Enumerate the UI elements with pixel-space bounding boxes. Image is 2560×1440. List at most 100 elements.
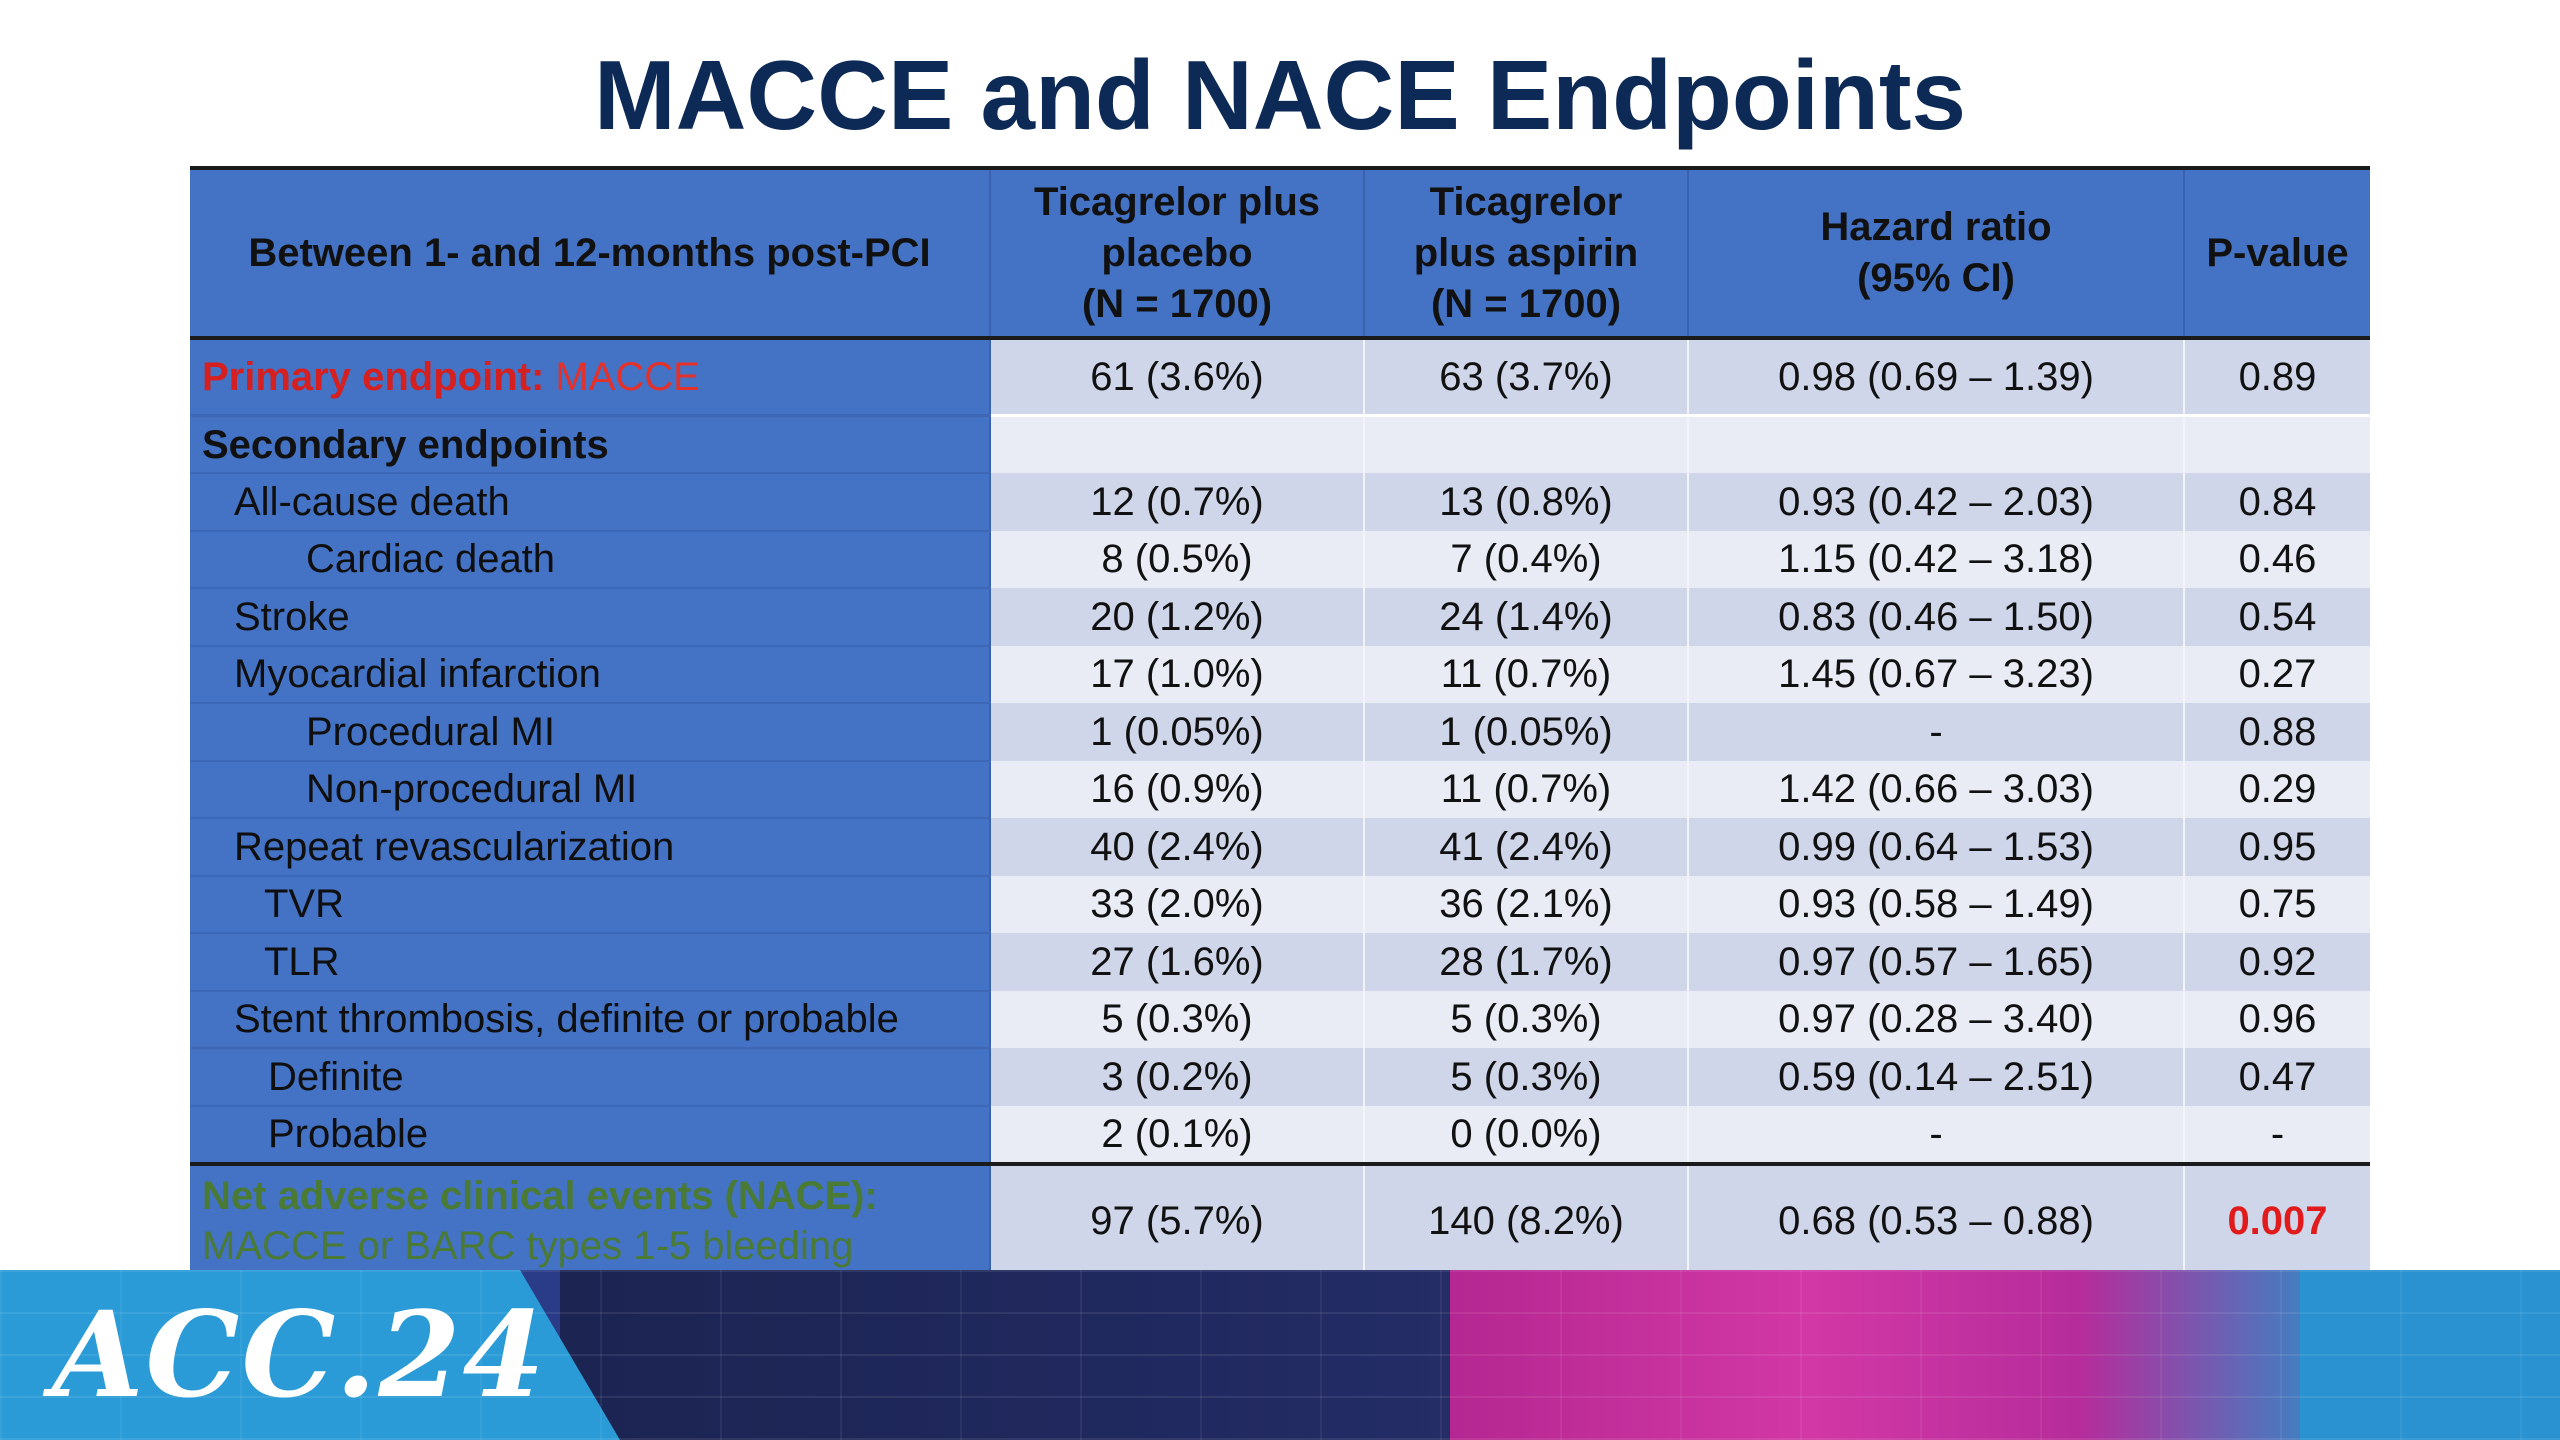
p-cell: 0.46	[2184, 530, 2370, 588]
empty-cell	[2184, 415, 2370, 473]
p-cell: 0.92	[2184, 933, 2370, 991]
nace-hr-cell: 0.68 (0.53 – 0.88)	[1688, 1162, 2185, 1278]
row-label: TVR	[190, 875, 991, 934]
table-row: TVR 33 (2.0%) 36 (2.1%) 0.93 (0.58 – 1.4…	[190, 875, 2370, 934]
table-row: TLR 27 (1.6%) 28 (1.7%) 0.97 (0.57 – 1.6…	[190, 933, 2370, 992]
banner-blue-left	[0, 1270, 620, 1440]
banner-blue-right	[2300, 1270, 2560, 1440]
header-period-text: Between 1- and 12-months post-PCI	[248, 230, 931, 275]
header-hr-line2: (95% CI)	[1857, 256, 2015, 300]
secondary-section-label: Secondary endpoints	[190, 415, 991, 474]
table-row: Stent thrombosis, definite or probable 5…	[190, 990, 2370, 1049]
hr-cell: 1.45 (0.67 – 3.23)	[1688, 645, 2185, 703]
p-cell: 0.75	[2184, 875, 2370, 933]
header-period: Between 1- and 12-months post-PCI	[190, 168, 991, 340]
header-p-value: P-value	[2184, 168, 2370, 340]
nace-row: Net adverse clinical events (NACE): MACC…	[190, 1162, 2370, 1279]
table-row: Stroke 20 (1.2%) 24 (1.4%) 0.83 (0.46 – …	[190, 588, 2370, 647]
aspirin-cell: 5 (0.3%)	[1364, 1048, 1689, 1106]
hr-cell: 0.97 (0.28 – 3.40)	[1688, 990, 2185, 1048]
table-row: Myocardial infarction 17 (1.0%) 11 (0.7%…	[190, 645, 2370, 704]
empty-cell	[1688, 415, 2185, 473]
header-aspirin: Ticagrelor plus aspirin (N = 1700)	[1364, 168, 1689, 340]
hr-cell: 0.99 (0.64 – 1.53)	[1688, 818, 2185, 876]
secondary-section-text: Secondary endpoints	[202, 422, 609, 467]
p-cell: 0.88	[2184, 703, 2370, 761]
table-row: All-cause death 12 (0.7%) 13 (0.8%) 0.93…	[190, 473, 2370, 532]
row-label: Non-procedural MI	[190, 760, 991, 819]
aspirin-cell: 0 (0.0%)	[1364, 1105, 1689, 1164]
hr-cell: 0.59 (0.14 – 2.51)	[1688, 1048, 2185, 1106]
aspirin-cell: 11 (0.7%)	[1364, 760, 1689, 818]
hr-cell: 0.83 (0.46 – 1.50)	[1688, 588, 2185, 646]
primary-endpoint-value: MACCE	[544, 355, 700, 399]
table-row: Probable 2 (0.1%) 0 (0.0%) - -	[190, 1105, 2370, 1165]
p-cell: 0.29	[2184, 760, 2370, 818]
table-row: Definite 3 (0.2%) 5 (0.3%) 0.59 (0.14 – …	[190, 1048, 2370, 1107]
p-cell: 0.54	[2184, 588, 2370, 646]
table-row: Cardiac death 8 (0.5%) 7 (0.4%) 1.15 (0.…	[190, 530, 2370, 589]
nace-placebo-cell: 97 (5.7%)	[990, 1162, 1365, 1278]
p-cell: 0.96	[2184, 990, 2370, 1048]
p-cell: 0.84	[2184, 473, 2370, 531]
table-row: Repeat revascularization 40 (2.4%) 41 (2…	[190, 818, 2370, 877]
header-aspirin-line2: plus aspirin	[1413, 230, 1639, 275]
placebo-cell: 20 (1.2%)	[990, 588, 1365, 646]
empty-cell	[990, 415, 1365, 473]
row-label: All-cause death	[190, 473, 991, 532]
p-cell: 0.95	[2184, 818, 2370, 876]
header-aspirin-line1: Ticagrelor	[1429, 179, 1623, 224]
table-header-row: Between 1- and 12-months post-PCI Ticagr…	[190, 168, 2370, 340]
secondary-section-row: Secondary endpoints	[190, 415, 2370, 474]
header-aspirin-line3: (N = 1700)	[1430, 281, 1622, 326]
placebo-cell: 12 (0.7%)	[990, 473, 1365, 531]
row-label: Myocardial infarction	[190, 645, 991, 704]
primary-p-cell: 0.89	[2184, 338, 2370, 417]
header-placebo: Ticagrelor plus placebo (N = 1700)	[990, 168, 1365, 340]
nace-label: Net adverse clinical events (NACE): MACC…	[190, 1162, 991, 1279]
aspirin-cell: 24 (1.4%)	[1364, 588, 1689, 646]
header-p-text: P-value	[2206, 230, 2349, 275]
placebo-cell: 5 (0.3%)	[990, 990, 1365, 1048]
aspirin-cell: 7 (0.4%)	[1364, 530, 1689, 588]
aspirin-cell: 28 (1.7%)	[1364, 933, 1689, 991]
nace-subtitle: MACCE or BARC types 1-5 bleeding	[202, 1224, 854, 1268]
hr-cell: 0.97 (0.57 – 1.65)	[1688, 933, 2185, 991]
aspirin-cell: 5 (0.3%)	[1364, 990, 1689, 1048]
primary-endpoint-key: Primary endpoint:	[202, 355, 545, 399]
placebo-cell: 1 (0.05%)	[990, 703, 1365, 761]
placebo-cell: 3 (0.2%)	[990, 1048, 1365, 1106]
row-label: Stent thrombosis, definite or probable	[190, 990, 991, 1049]
primary-aspirin-cell: 63 (3.7%)	[1364, 338, 1689, 417]
empty-cell	[1364, 415, 1689, 473]
slide-title: MACCE and NACE Endpoints	[594, 40, 1966, 150]
row-label: Procedural MI	[190, 703, 991, 762]
placebo-cell: 8 (0.5%)	[990, 530, 1365, 588]
primary-endpoint-row: Primary endpoint: MACCE 61 (3.6%) 63 (3.…	[190, 338, 2370, 417]
row-label: Stroke	[190, 588, 991, 647]
table-row: Non-procedural MI 16 (0.9%) 11 (0.7%) 1.…	[190, 760, 2370, 819]
hr-cell: -	[1688, 703, 2185, 761]
banner-brick-texture	[0, 1270, 2560, 1440]
nace-p-value: 0.007	[2227, 1199, 2328, 1243]
nace-title: Net adverse clinical events (NACE):	[202, 1174, 878, 1218]
placebo-cell: 27 (1.6%)	[990, 933, 1365, 991]
nace-aspirin-cell: 140 (8.2%)	[1364, 1162, 1689, 1278]
primary-placebo-cell: 61 (3.6%)	[990, 338, 1365, 417]
row-label: Repeat revascularization	[190, 818, 991, 877]
row-label: Definite	[190, 1048, 991, 1107]
aspirin-cell: 11 (0.7%)	[1364, 645, 1689, 703]
row-label: TLR	[190, 933, 991, 992]
table-row: Procedural MI 1 (0.05%) 1 (0.05%) - 0.88	[190, 703, 2370, 762]
row-label: Probable	[190, 1105, 991, 1165]
placebo-cell: 16 (0.9%)	[990, 760, 1365, 818]
hr-cell: 0.93 (0.58 – 1.49)	[1688, 875, 2185, 933]
placebo-cell: 17 (1.0%)	[990, 645, 1365, 703]
endpoints-table: Between 1- and 12-months post-PCI Ticagr…	[190, 166, 2370, 1280]
hr-cell: -	[1688, 1105, 2185, 1164]
header-hazard-ratio: Hazard ratio (95% CI)	[1688, 168, 2185, 340]
primary-hr-cell: 0.98 (0.69 – 1.39)	[1688, 338, 2185, 417]
placebo-cell: 33 (2.0%)	[990, 875, 1365, 933]
header-hr-line1: Hazard ratio	[1820, 205, 2052, 249]
placebo-cell: 40 (2.4%)	[990, 818, 1365, 876]
